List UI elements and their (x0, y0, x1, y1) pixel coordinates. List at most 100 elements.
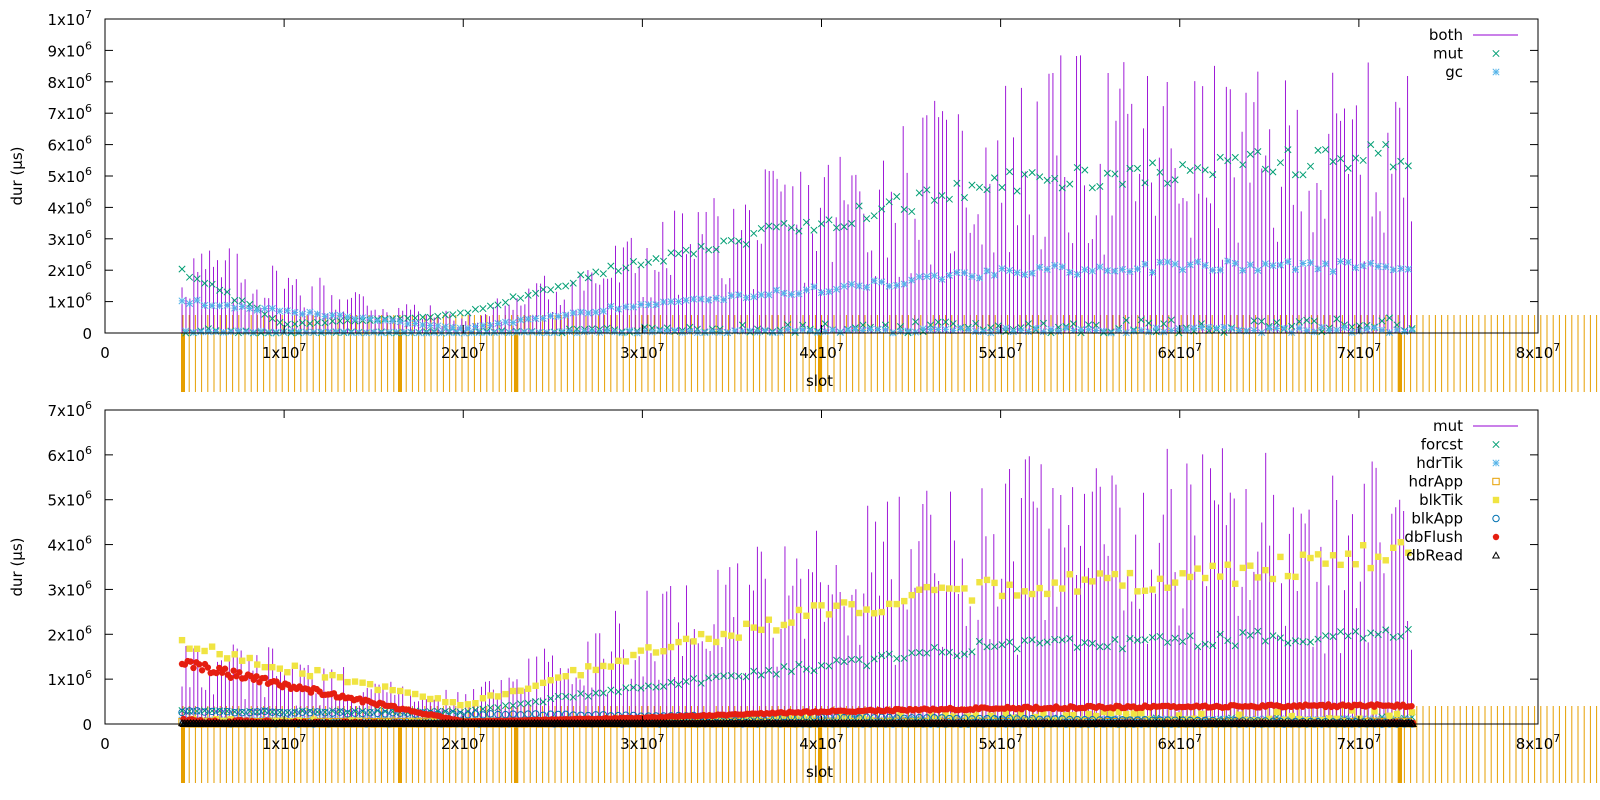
gc-point (234, 327, 243, 335)
gc-point (776, 328, 784, 336)
gc-point (927, 325, 935, 334)
gc-point (1273, 324, 1281, 333)
gc-point (1389, 266, 1397, 274)
gc-point (1179, 266, 1187, 274)
forcst-point (1306, 638, 1315, 646)
gc-point (464, 324, 472, 332)
blkTik-point (1277, 553, 1284, 561)
gc-point (520, 328, 528, 336)
hdrTik-point (1291, 715, 1300, 723)
y-tick-label: 7x106 (47, 102, 92, 123)
blkTik-point (509, 687, 517, 695)
gc-point (584, 309, 592, 317)
gc-point (720, 296, 728, 304)
forcst-point (1352, 627, 1360, 635)
mut-point (693, 325, 701, 333)
blkTik-point (1138, 710, 1145, 717)
blkTik-point (1299, 551, 1307, 558)
mut-point (863, 215, 871, 223)
forcst-point (1021, 636, 1029, 644)
gc-point (449, 323, 457, 331)
gc-point (1058, 263, 1066, 271)
x-tick-label: 8x107 (1516, 341, 1561, 362)
hdrTik-point (848, 715, 856, 724)
blkTik-point (1217, 573, 1224, 580)
mut-point (1137, 316, 1145, 324)
mut-point (659, 257, 668, 265)
gc-point (509, 319, 517, 327)
gc-point (949, 327, 957, 335)
gc-point (975, 274, 984, 282)
blkApp-point (261, 707, 269, 716)
legend-swatch (1492, 68, 1500, 76)
blkApp-point (351, 709, 359, 717)
mut-point (750, 229, 758, 237)
mut-point (1382, 140, 1390, 149)
blkTik-point (1092, 712, 1100, 720)
x-axis-ticks: 0 1x107 2x107 3x107 4x107 5x107 6x107 7x107 8x10… (100, 19, 1560, 362)
hdrTik-point (1179, 715, 1187, 723)
mut-point (584, 274, 592, 282)
forcst-point (479, 705, 487, 713)
y-tick-label: 8x106 (47, 71, 92, 92)
y-tick-label: 4x106 (47, 196, 92, 217)
mut-point (328, 317, 337, 325)
gc-point (968, 272, 976, 280)
forcst-point (547, 694, 555, 703)
hdrTik-point (1066, 716, 1074, 724)
blkTik-point (1329, 552, 1337, 559)
blkTik-point (585, 663, 592, 670)
blkTik-point (1194, 565, 1201, 572)
forcst-point (735, 672, 743, 680)
forcst-point (1171, 634, 1179, 642)
blkTik-point (934, 715, 942, 723)
gc-point (1205, 323, 1213, 331)
gc-point (859, 326, 867, 335)
hdrTik-point (1148, 715, 1157, 723)
gc-point (498, 328, 506, 336)
blkApp-point (193, 707, 201, 715)
gc-point (193, 296, 201, 304)
legend-label: mut (1433, 45, 1463, 63)
forcst-point (1254, 627, 1262, 635)
mut-point (1239, 161, 1247, 169)
hdrTik-point (434, 715, 442, 724)
gc-point (1325, 327, 1333, 335)
blkTik-point (1115, 708, 1122, 716)
gc-point (336, 311, 344, 319)
gc-point (321, 312, 329, 320)
blkApp-point (178, 708, 186, 717)
hdrTik-point (1118, 715, 1126, 723)
gc-point (392, 328, 400, 336)
blkTik-point (667, 643, 675, 651)
y-tick-label: 1x106 (47, 291, 92, 312)
forcst-point (441, 707, 449, 715)
mut-point (637, 261, 645, 269)
blkTik-point (186, 645, 193, 652)
blkTik-point (1288, 712, 1295, 720)
blkTik-point (223, 655, 231, 662)
gc-point (825, 288, 833, 296)
hdrTik-point (930, 715, 938, 724)
mut-point (1148, 159, 1157, 167)
blkTik-point (1107, 709, 1115, 717)
gc-point (185, 300, 194, 308)
mut-point (411, 314, 419, 322)
blkApp-point (366, 709, 374, 717)
mut-point (343, 316, 352, 324)
blkApp-point (253, 708, 261, 716)
blkTik-point (697, 630, 705, 638)
y-tick-label: 9x106 (47, 39, 92, 60)
mut-point (1024, 320, 1032, 328)
forcst-point (532, 698, 540, 706)
series-dbRead (177, 718, 1418, 728)
gc-point (753, 328, 762, 336)
blkTik-point (306, 672, 314, 680)
forcst-point (1389, 633, 1397, 641)
gc-point (588, 327, 596, 335)
blkTik-point (231, 651, 238, 658)
blkTik-point (750, 624, 757, 631)
hdrTik-point (863, 715, 871, 723)
blkApp-point (291, 709, 299, 717)
gc-point (554, 312, 562, 320)
